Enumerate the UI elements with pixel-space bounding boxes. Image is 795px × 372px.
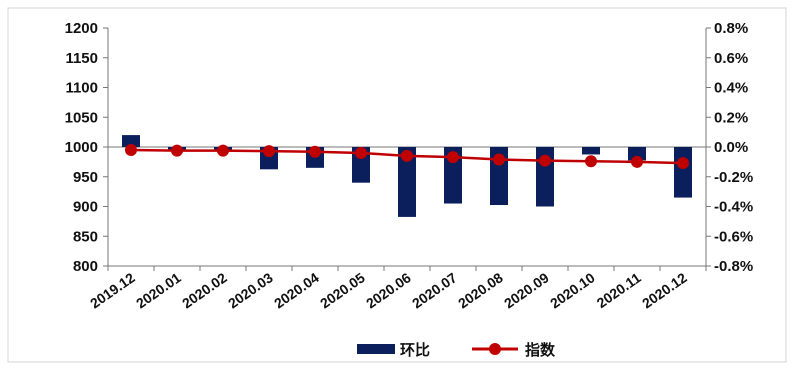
- tick-label-left: 850: [73, 228, 98, 245]
- line-point: [447, 151, 459, 164]
- legend-swatch-bar: [357, 344, 395, 354]
- tick-label-left: 1100: [65, 80, 98, 97]
- legend: 环比 指数: [357, 341, 556, 359]
- bar: [122, 135, 140, 147]
- tick-label-right: -0.6%: [714, 228, 753, 245]
- legend-marker-line: [489, 343, 501, 355]
- line-point: [631, 155, 643, 168]
- legend-label-line: 指数: [525, 341, 556, 359]
- bar: [674, 147, 692, 198]
- tick-label-left: 1000: [65, 139, 98, 156]
- line-point: [309, 145, 321, 158]
- tick-label-right: -0.8%: [714, 258, 753, 275]
- tick-label-right: 0.2%: [714, 109, 748, 126]
- chart-frame: [7, 7, 787, 363]
- tick-label-right: 0.0%: [714, 139, 748, 156]
- line-series: [125, 143, 689, 170]
- bar: [444, 147, 462, 204]
- tick-label-left: 950: [73, 169, 98, 186]
- legend-label-bar: 环比: [400, 341, 430, 359]
- tick-label-left: 1150: [65, 50, 98, 67]
- line-point: [263, 145, 275, 158]
- tick-label-right: -0.2%: [714, 169, 753, 186]
- bar: [582, 147, 600, 155]
- line-point: [355, 146, 367, 159]
- line-point: [217, 144, 229, 157]
- line-point: [677, 157, 689, 170]
- tick-label-right: -0.4%: [714, 199, 753, 216]
- tick-label-right: 0.8%: [714, 20, 748, 37]
- bar: [628, 147, 646, 161]
- line-point: [493, 153, 505, 166]
- tick-label-right: 0.6%: [714, 50, 748, 67]
- bar: [398, 147, 416, 217]
- tick-label-left: 1050: [65, 109, 98, 126]
- line-point: [585, 155, 597, 168]
- line-point: [539, 154, 551, 167]
- line-point: [401, 149, 413, 162]
- tick-label-left: 800: [73, 258, 98, 275]
- tick-label-right: 0.4%: [714, 80, 748, 97]
- line-point: [171, 144, 183, 157]
- tick-label-left: 900: [73, 199, 98, 216]
- tick-label-left: 1200: [65, 20, 98, 37]
- line-point: [125, 143, 137, 156]
